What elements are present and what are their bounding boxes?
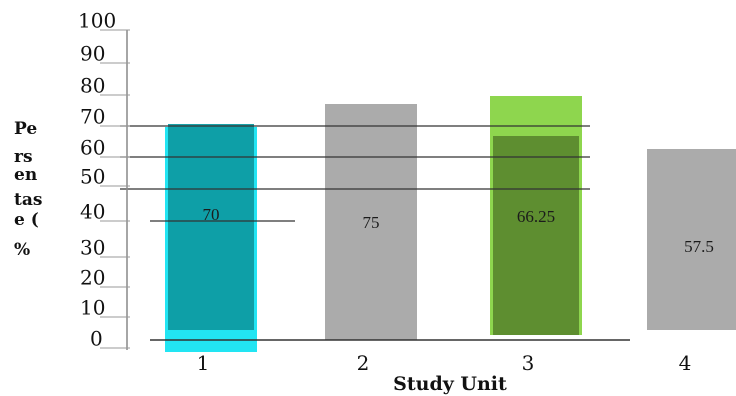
y-tick-label-80: 80 — [80, 74, 105, 98]
x-tick-label-4: 4 — [679, 351, 692, 375]
gridlines — [120, 125, 590, 222]
data-label-2: 75 — [363, 213, 380, 232]
bar-2 — [325, 104, 417, 340]
data-label-3: 66.25 — [517, 207, 555, 226]
bar-1 — [168, 124, 254, 330]
x-axis-title: Study Unit — [393, 373, 507, 395]
y-tick-label-10: 10 — [80, 296, 105, 320]
bars-layer — [165, 96, 736, 352]
y-tick-label-60: 60 — [80, 136, 105, 160]
data-label-1: 70 — [203, 205, 220, 224]
labels-layer: 70 1 75 2 66.25 3 57.5 4 — [197, 205, 714, 375]
y-tick-label-30: 30 — [80, 236, 105, 260]
y-tick-label-20: 20 — [80, 266, 105, 290]
y-axis-title-line: en — [14, 165, 37, 185]
y-tick-label-0: 0 — [90, 327, 103, 351]
y-axis-title-line: Pe — [14, 119, 37, 139]
bar-3 — [493, 136, 579, 335]
x-tick-label-3: 3 — [522, 351, 535, 375]
y-tick-label-90: 90 — [80, 42, 105, 66]
y-axis-title-line: % — [14, 240, 30, 260]
y-tick-label-50: 50 — [80, 165, 105, 189]
y-axis-title-line: tas — [14, 190, 42, 210]
bar-4 — [647, 149, 736, 330]
y-tick-label-70: 70 — [80, 105, 105, 129]
y-tick-label-100: 100 — [78, 9, 116, 33]
y-axis-title-line: e ( — [14, 210, 39, 230]
x-tick-label-1: 1 — [197, 351, 210, 375]
y-axis-title-line: rs — [14, 147, 33, 167]
data-label-4: 57.5 — [684, 237, 714, 256]
axes: 0 10 20 30 40 50 60 70 80 90 100 — [78, 9, 630, 351]
x-tick-label-2: 2 — [357, 351, 370, 375]
y-tick-label-40: 40 — [80, 200, 105, 224]
